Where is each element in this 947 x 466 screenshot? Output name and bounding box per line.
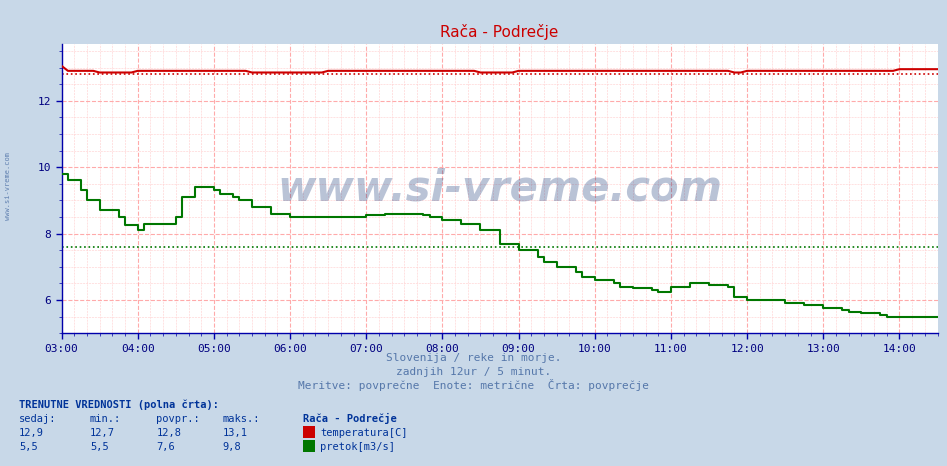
Text: zadnjih 12ur / 5 minut.: zadnjih 12ur / 5 minut. [396,367,551,377]
Text: pretok[m3/s]: pretok[m3/s] [320,442,395,452]
Text: povpr.:: povpr.: [156,414,200,424]
Text: 5,5: 5,5 [19,442,38,452]
Text: 12,8: 12,8 [156,428,181,438]
Text: min.:: min.: [90,414,121,424]
Text: 7,6: 7,6 [156,442,175,452]
Text: www.si-vreme.com: www.si-vreme.com [5,152,10,220]
Text: Meritve: povprečne  Enote: metrične  Črta: povprečje: Meritve: povprečne Enote: metrične Črta:… [298,379,649,391]
Text: TRENUTNE VREDNOSTI (polna črta):: TRENUTNE VREDNOSTI (polna črta): [19,399,219,410]
Text: 5,5: 5,5 [90,442,109,452]
Text: maks.:: maks.: [223,414,260,424]
Title: Rača - Podrečje: Rača - Podrečje [440,24,559,41]
Text: 12,9: 12,9 [19,428,44,438]
Text: 9,8: 9,8 [223,442,241,452]
Text: Rača - Podrečje: Rača - Podrečje [303,413,397,424]
Text: www.si-vreme.com: www.si-vreme.com [277,168,722,210]
Text: Slovenija / reke in morje.: Slovenija / reke in morje. [385,353,562,363]
Text: temperatura[C]: temperatura[C] [320,428,407,438]
Text: 12,7: 12,7 [90,428,115,438]
Text: 13,1: 13,1 [223,428,247,438]
Text: sedaj:: sedaj: [19,414,57,424]
